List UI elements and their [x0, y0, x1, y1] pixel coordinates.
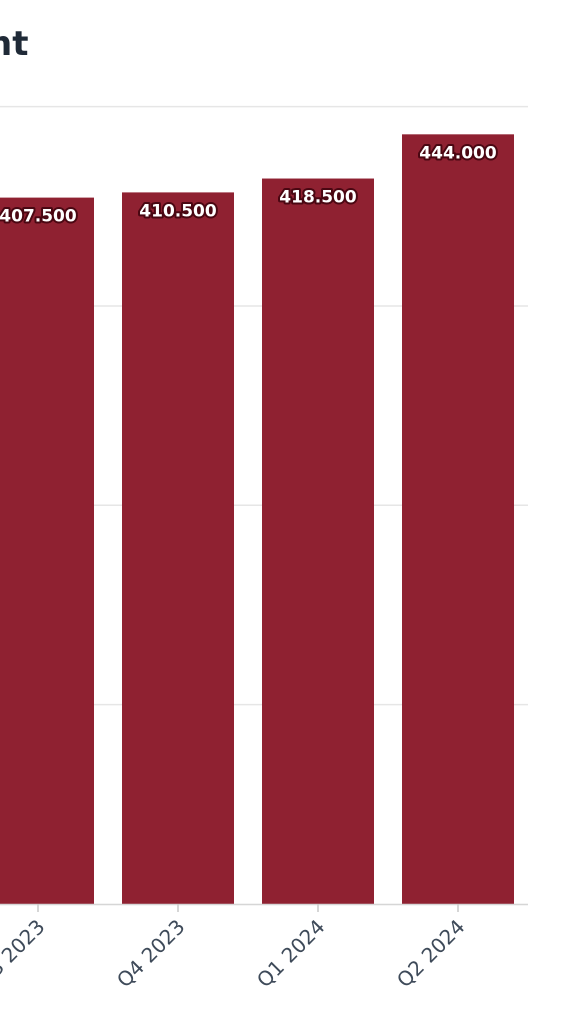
bar	[402, 134, 514, 905]
bar-value-label: 407.500	[0, 207, 77, 227]
bar-value-label: 418.500	[279, 188, 357, 208]
x-tick-label: Q1 2024	[252, 915, 330, 993]
x-axis: Q3 2023 Q4 2023 Q1 2024 Q2 2024	[0, 903, 528, 993]
x-tick-label: Q4 2023	[112, 915, 190, 993]
chart-title: nt	[0, 24, 29, 64]
bar	[0, 197, 94, 904]
bar-value-label: 444.000	[419, 143, 497, 163]
bars	[0, 134, 514, 905]
x-tick-label: Q3 2023	[0, 915, 50, 993]
x-tick-label: Q2 2024	[392, 915, 470, 993]
bar-value-label: 410.500	[139, 201, 217, 221]
bar	[122, 192, 234, 904]
bar-value-labels: 407.500 410.500 418.500 444.000	[0, 141, 499, 228]
bar	[262, 178, 374, 904]
